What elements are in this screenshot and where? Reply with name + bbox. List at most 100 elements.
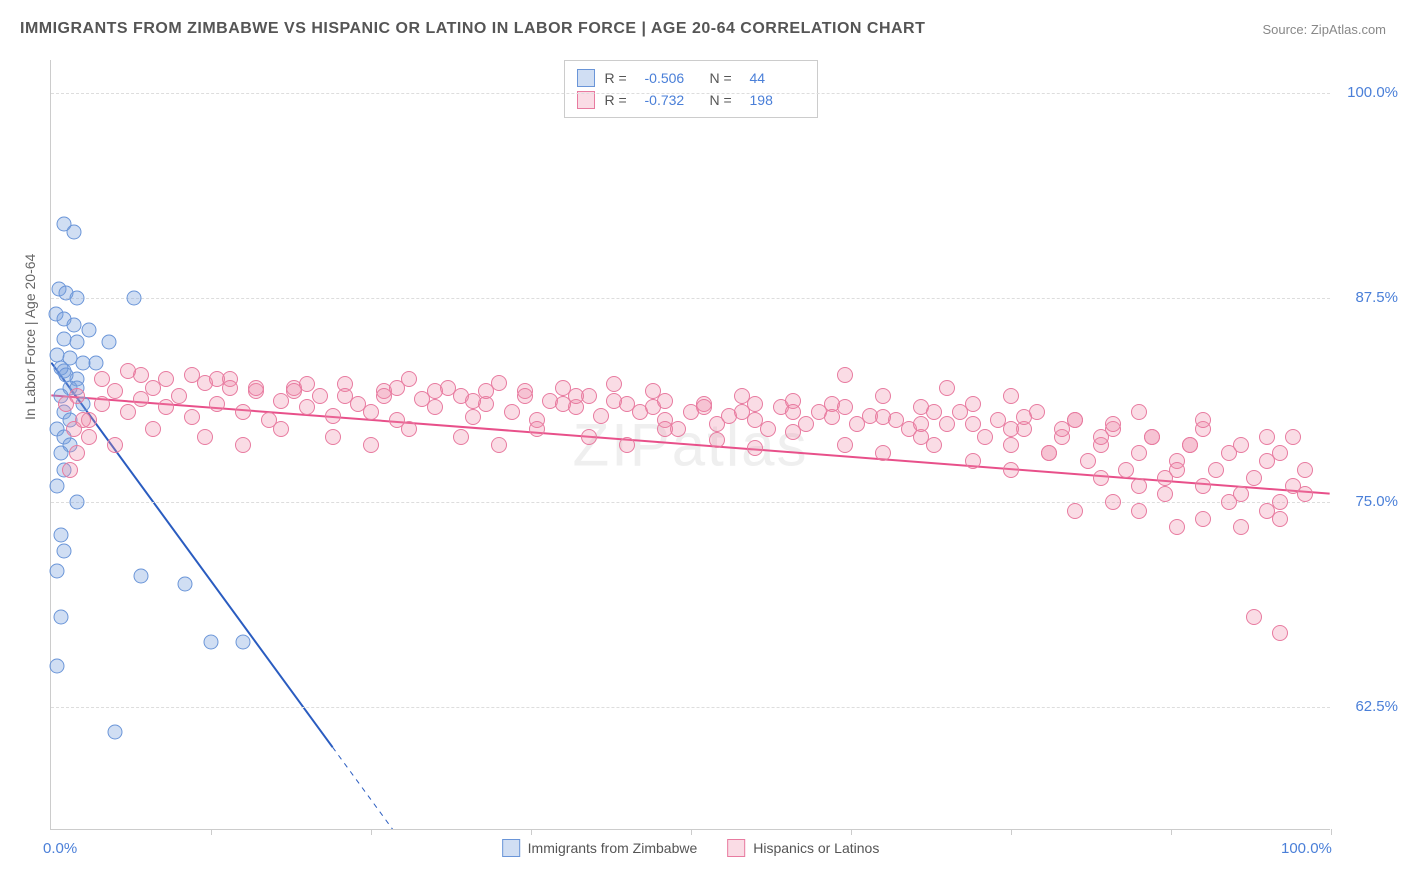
scatter-point <box>107 437 123 453</box>
scatter-point <box>837 437 853 453</box>
scatter-point <box>58 396 74 412</box>
scatter-point <box>619 437 635 453</box>
scatter-point <box>977 429 993 445</box>
scatter-point <box>1003 437 1019 453</box>
scatter-point <box>1233 437 1249 453</box>
scatter-point <box>1233 519 1249 535</box>
legend-swatch-icon <box>727 839 745 857</box>
scatter-point <box>337 388 353 404</box>
scatter-point <box>453 429 469 445</box>
scatter-point <box>69 445 85 461</box>
scatter-point <box>363 404 379 420</box>
scatter-point <box>120 404 136 420</box>
scatter-point <box>273 421 289 437</box>
y-tick-label: 62.5% <box>1338 698 1398 715</box>
scatter-point <box>875 445 891 461</box>
scatter-point <box>1003 421 1019 437</box>
scatter-point <box>235 404 251 420</box>
series-legend: Immigrants from ZimbabweHispanics or Lat… <box>502 839 880 857</box>
scatter-point <box>209 371 225 387</box>
scatter-point <box>1195 511 1211 527</box>
scatter-point <box>875 388 891 404</box>
legend-series-item: Hispanics or Latinos <box>727 839 879 857</box>
scatter-point <box>88 356 103 371</box>
scatter-point <box>178 577 193 592</box>
scatter-point <box>236 634 251 649</box>
scatter-point <box>133 569 148 584</box>
scatter-point <box>1246 609 1262 625</box>
scatter-point <box>184 367 200 383</box>
scatter-point <box>939 416 955 432</box>
grid-line <box>51 298 1330 299</box>
n-value: 198 <box>750 92 805 108</box>
scatter-point <box>657 393 673 409</box>
scatter-point <box>54 528 69 543</box>
scatter-point <box>54 446 69 461</box>
scatter-point <box>427 399 443 415</box>
scatter-point <box>312 388 328 404</box>
n-label: N = <box>710 70 740 86</box>
x-tick-mark <box>531 829 532 835</box>
scatter-point <box>389 380 405 396</box>
scatter-point <box>837 367 853 383</box>
x-tick-mark <box>691 829 692 835</box>
scatter-point <box>581 429 597 445</box>
scatter-point <box>56 544 71 559</box>
scatter-point <box>1208 462 1224 478</box>
scatter-point <box>1169 519 1185 535</box>
scatter-point <box>299 399 315 415</box>
scatter-point <box>171 388 187 404</box>
scatter-point <box>1131 404 1147 420</box>
scatter-point <box>926 404 942 420</box>
scatter-point <box>1080 453 1096 469</box>
scatter-point <box>82 323 97 338</box>
scatter-point <box>62 462 78 478</box>
y-tick-label: 100.0% <box>1338 84 1398 101</box>
scatter-point <box>363 437 379 453</box>
scatter-point <box>1195 478 1211 494</box>
r-value: -0.506 <box>645 70 700 86</box>
x-tick-label: 0.0% <box>43 840 77 857</box>
legend-stats-row: R =-0.506N =44 <box>577 67 805 89</box>
scatter-point <box>235 437 251 453</box>
scatter-point <box>1003 388 1019 404</box>
scatter-point <box>913 416 929 432</box>
n-label: N = <box>710 92 740 108</box>
scatter-point <box>133 391 149 407</box>
scatter-point <box>657 421 673 437</box>
grid-line <box>51 707 1330 708</box>
scatter-point <box>1131 503 1147 519</box>
scatter-point <box>785 424 801 440</box>
x-tick-label: 100.0% <box>1281 840 1332 857</box>
scatter-point <box>108 724 123 739</box>
legend-series-label: Hispanics or Latinos <box>753 840 879 856</box>
scatter-point <box>478 383 494 399</box>
scatter-point <box>69 495 84 510</box>
scatter-point <box>1272 445 1288 461</box>
source-label: Source: ZipAtlas.com <box>1262 22 1386 37</box>
scatter-point <box>760 421 776 437</box>
scatter-point <box>1144 429 1160 445</box>
scatter-point <box>1297 462 1313 478</box>
scatter-point <box>1285 429 1301 445</box>
scatter-point <box>107 383 123 399</box>
scatter-point <box>606 376 622 392</box>
scatter-point <box>1195 412 1211 428</box>
chart-title: IMMIGRANTS FROM ZIMBABWE VS HISPANIC OR … <box>20 20 925 38</box>
scatter-point <box>427 383 443 399</box>
scatter-point <box>1169 462 1185 478</box>
x-tick-mark <box>211 829 212 835</box>
scatter-point <box>837 399 853 415</box>
scatter-point <box>158 371 174 387</box>
x-tick-mark <box>1331 829 1332 835</box>
scatter-point <box>94 371 110 387</box>
scatter-point <box>209 396 225 412</box>
scatter-point <box>69 290 84 305</box>
scatter-point <box>1157 486 1173 502</box>
scatter-point <box>1067 412 1083 428</box>
scatter-point <box>1272 511 1288 527</box>
scatter-point <box>94 396 110 412</box>
watermark-text: ZIPatlas <box>572 410 808 479</box>
legend-swatch-icon <box>502 839 520 857</box>
scatter-point <box>785 404 801 420</box>
